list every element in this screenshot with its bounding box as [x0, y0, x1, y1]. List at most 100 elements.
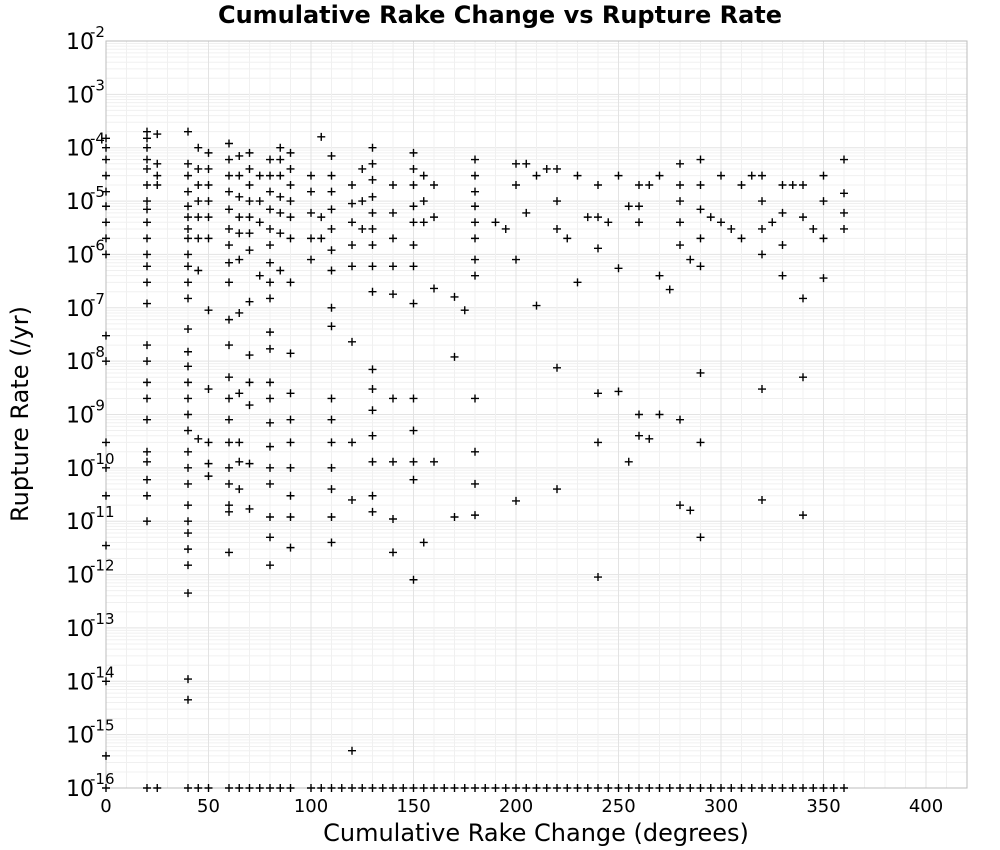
- data-point: [204, 213, 213, 222]
- data-point: [676, 197, 684, 206]
- data-point: [143, 378, 151, 387]
- data-point: [788, 181, 797, 190]
- data-point: [573, 784, 582, 792]
- data-point: [184, 695, 192, 704]
- x-tick-label: 400: [909, 796, 943, 817]
- data-point: [317, 132, 326, 141]
- data-point: [799, 294, 807, 303]
- data-point: [471, 479, 479, 488]
- data-point: [235, 784, 244, 792]
- data-point: [102, 155, 110, 164]
- data-point: [348, 746, 356, 755]
- data-point: [358, 197, 367, 206]
- data-point: [389, 394, 397, 403]
- data-point: [512, 496, 520, 505]
- data-point: [809, 784, 818, 792]
- data-point: [409, 457, 418, 466]
- data-point: [184, 224, 192, 233]
- data-point: [532, 301, 541, 310]
- data-point: [758, 385, 766, 394]
- data-point: [419, 171, 428, 180]
- data-point: [799, 511, 807, 520]
- data-point: [604, 218, 613, 227]
- y-tick-base: 10: [66, 297, 94, 322]
- data-point: [686, 506, 695, 515]
- data-point: [665, 285, 674, 294]
- data-point: [102, 234, 110, 243]
- data-point: [512, 159, 520, 168]
- data-point: [266, 241, 274, 250]
- data-point: [184, 278, 192, 287]
- data-point: [143, 197, 151, 206]
- data-point: [225, 784, 233, 792]
- data-point: [409, 218, 418, 227]
- data-point: [840, 189, 848, 198]
- y-tick-label: 10-12: [66, 557, 115, 589]
- data-point: [102, 357, 110, 366]
- data-point: [102, 134, 110, 143]
- data-point: [676, 415, 684, 424]
- data-point: [696, 784, 705, 792]
- data-point: [266, 344, 274, 353]
- data-point: [266, 171, 274, 180]
- data-point: [358, 784, 367, 792]
- y-tick-base: 10: [66, 30, 94, 55]
- data-point: [225, 241, 233, 250]
- y-tick-label: 10-10: [66, 450, 115, 482]
- data-point: [184, 463, 192, 472]
- data-point: [430, 181, 438, 190]
- data-point: [266, 479, 274, 488]
- data-point: [102, 250, 110, 259]
- data-point: [184, 187, 192, 196]
- data-point: [102, 463, 110, 472]
- data-point: [368, 491, 377, 500]
- data-point: [184, 213, 192, 222]
- data-point: [676, 159, 684, 168]
- y-tick-exponent: -2: [90, 23, 105, 41]
- y-tick-label: 10-8: [66, 343, 105, 375]
- data-point: [471, 202, 479, 211]
- data-point: [143, 517, 151, 526]
- data-point: [235, 192, 244, 201]
- data-point: [276, 192, 285, 201]
- data-point: [327, 187, 336, 196]
- y-tick-base: 10: [66, 724, 94, 749]
- data-point: [747, 784, 756, 792]
- data-point: [460, 784, 469, 792]
- data-point: [153, 784, 162, 792]
- data-point: [389, 234, 397, 243]
- data-point: [737, 234, 746, 243]
- data-point: [184, 784, 192, 792]
- data-point: [501, 784, 510, 792]
- data-point: [204, 472, 213, 481]
- grid: [105, 40, 968, 789]
- y-tick-label: 10-13: [66, 610, 115, 642]
- y-tick-label: 10-2: [66, 23, 105, 55]
- data-point: [153, 130, 162, 139]
- data-point: [184, 479, 192, 488]
- data-point: [563, 234, 572, 243]
- data-point: [225, 224, 233, 233]
- data-point: [184, 426, 192, 435]
- y-tick-exponent: -16: [90, 770, 115, 788]
- data-point: [184, 347, 192, 356]
- data-point: [758, 197, 766, 206]
- data-point: [573, 171, 582, 180]
- y-tick-exponent: -8: [90, 343, 105, 361]
- data-point: [204, 784, 213, 792]
- x-axis-label: Cumulative Rake Change (degrees): [323, 819, 749, 847]
- data-point: [368, 262, 377, 271]
- data-point: [184, 529, 192, 538]
- y-axis-label: Rupture Rate (/yr): [6, 306, 34, 522]
- y-tick-exponent: -5: [90, 183, 105, 201]
- data-point: [758, 784, 766, 792]
- data-point: [286, 197, 295, 206]
- data-point: [553, 197, 561, 206]
- data-point: [184, 545, 192, 554]
- data-point: [696, 262, 705, 271]
- data-point: [286, 213, 295, 222]
- data-point: [819, 197, 828, 206]
- data-point: [358, 224, 367, 233]
- data-point: [143, 181, 151, 190]
- data-point: [409, 394, 418, 403]
